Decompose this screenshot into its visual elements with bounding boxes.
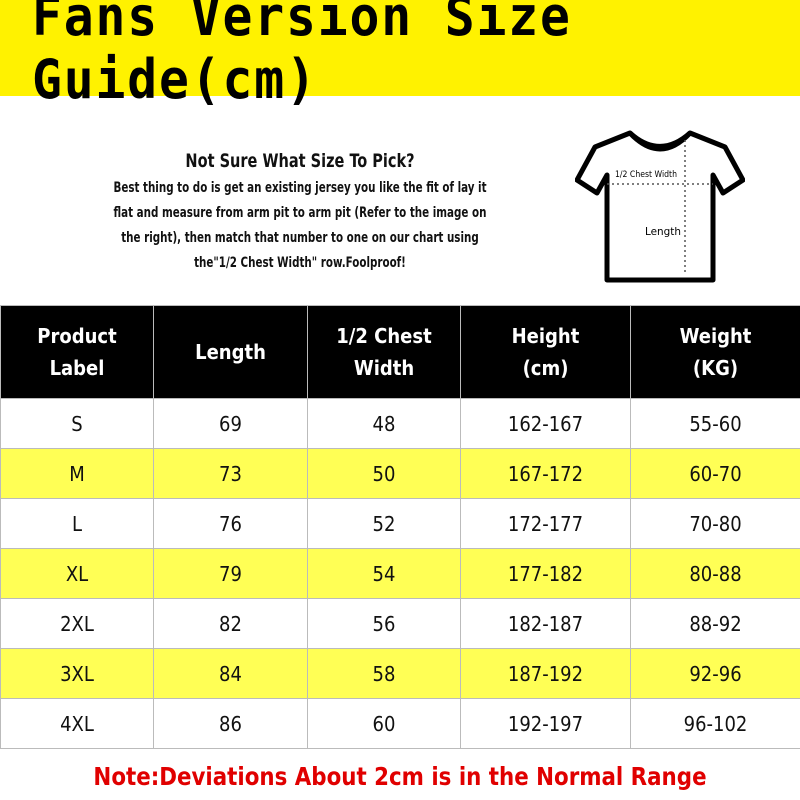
title-banner: Fans Version Size Guide(cm) [0, 0, 800, 111]
column-header: Height (cm) [460, 305, 631, 399]
table-row: 3XL 84 58 187-192 92-96 [0, 648, 800, 699]
table-cell: XL [0, 548, 154, 599]
table-cell: L [0, 498, 154, 549]
table-cell: M [0, 448, 154, 499]
table-cell: 192-197 [460, 698, 631, 749]
length-label: Length [645, 225, 681, 238]
table-cell: 82 [153, 598, 308, 649]
column-header: Product Label [0, 305, 154, 399]
table-cell: 48 [307, 398, 461, 449]
table-cell: 96-102 [630, 698, 800, 749]
table-cell: 70-80 [630, 498, 800, 549]
advice-heading: Not Sure What Size To Pick? [185, 150, 415, 172]
table-cell: 60 [307, 698, 461, 749]
table-cell: 172-177 [460, 498, 631, 549]
table-header-row: Product Label Length 1/2 Chest Width Height… [0, 305, 800, 399]
table-cell: 167-172 [460, 448, 631, 499]
table-cell: 80-88 [630, 548, 800, 599]
table-cell: 2XL [0, 598, 154, 649]
table-cell: 50 [307, 448, 461, 499]
table-cell: 177-182 [460, 548, 631, 599]
table-cell: 162-167 [460, 398, 631, 449]
table-row: L 76 52 172-177 70-80 [0, 498, 800, 549]
table-cell: 92-96 [630, 648, 800, 699]
table-cell: 69 [153, 398, 308, 449]
table-row: 4XL 86 60 192-197 96-102 [0, 698, 800, 749]
table-cell: 187-192 [460, 648, 631, 699]
deviation-note: Note:Deviations About 2cm is in the Norm… [93, 762, 707, 791]
table-row: S 69 48 162-167 55-60 [0, 398, 800, 449]
table-cell: 79 [153, 548, 308, 599]
table-cell: 86 [153, 698, 308, 749]
table-cell: 73 [153, 448, 308, 499]
size-table: Product Label Length 1/2 Chest Width Height… [0, 305, 800, 749]
table-cell: 52 [307, 498, 461, 549]
column-header: Weight (KG) [630, 305, 800, 399]
table-cell: 84 [153, 648, 308, 699]
table-cell: S [0, 398, 154, 449]
chest-width-label: 1/2 Chest Width [615, 170, 677, 180]
table-cell: 4XL [0, 698, 154, 749]
table-cell: 88-92 [630, 598, 800, 649]
size-advice: Not Sure What Size To Pick? Best thing t… [70, 150, 530, 276]
table-cell: 3XL [0, 648, 154, 699]
table-cell: 76 [153, 498, 308, 549]
tshirt-outline-icon [575, 130, 745, 283]
column-header: Length [153, 305, 308, 399]
tshirt-diagram: 1/2 Chest Width Length [575, 130, 745, 283]
table-cell: 58 [307, 648, 461, 699]
table-cell: 54 [307, 548, 461, 599]
table-row: 2XL 82 56 182-187 88-92 [0, 598, 800, 649]
page-title: Fans Version Size Guide(cm) [32, 0, 572, 111]
table-cell: 56 [307, 598, 461, 649]
table-row: XL 79 54 177-182 80-88 [0, 548, 800, 599]
column-header: 1/2 Chest Width [307, 305, 461, 399]
advice-text: Best thing to do is get an existing jers… [113, 180, 487, 271]
table-row: M 73 50 167-172 60-70 [0, 448, 800, 499]
table-cell: 55-60 [630, 398, 800, 449]
table-cell: 182-187 [460, 598, 631, 649]
table-cell: 60-70 [630, 448, 800, 499]
